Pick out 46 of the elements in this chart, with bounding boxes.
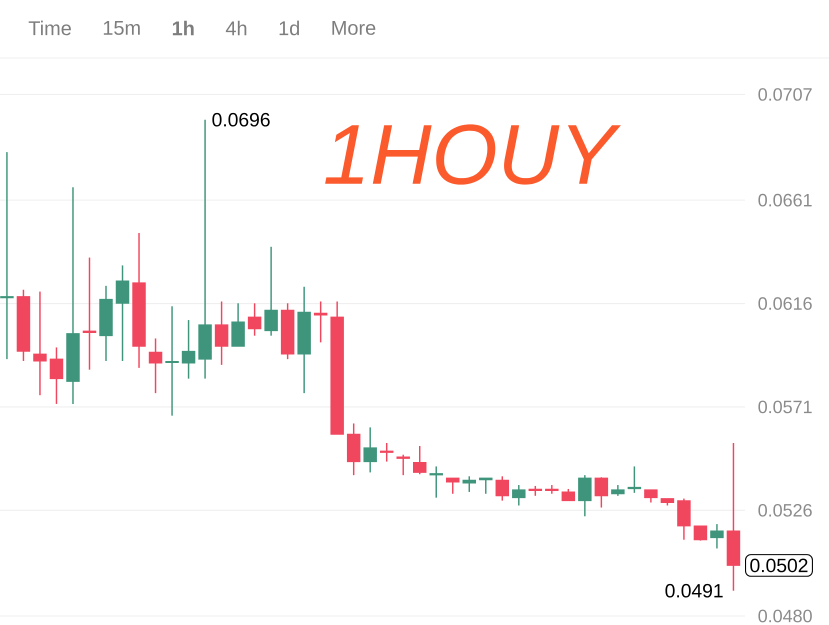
text: 4h bbox=[226, 20, 246, 36]
candlestick bbox=[314, 300, 328, 344]
y-tick-label: 0.0480 bbox=[758, 610, 812, 622]
y-tick-label: 0.0526 bbox=[758, 504, 812, 517]
y-tick-label: 0.0707 bbox=[758, 88, 812, 101]
candlestick bbox=[710, 523, 724, 550]
candlestick bbox=[578, 474, 592, 518]
candlestick bbox=[694, 525, 708, 542]
candlestick bbox=[479, 477, 493, 494]
candlestick bbox=[264, 246, 278, 336]
candlestick bbox=[363, 426, 377, 474]
candlestick bbox=[562, 488, 576, 502]
candlestick bbox=[446, 477, 460, 494]
candlestick bbox=[165, 306, 179, 416]
candlestick bbox=[396, 454, 410, 476]
annotation: 0.0491 bbox=[665, 584, 723, 598]
candlestick bbox=[462, 476, 476, 493]
candlestick bbox=[116, 264, 130, 362]
candlestick bbox=[611, 484, 625, 497]
candlestick bbox=[0, 151, 14, 360]
y-tick-label: 0.0571 bbox=[758, 400, 812, 414]
y-tick-label: 0.0661 bbox=[758, 194, 812, 206]
candlestick bbox=[594, 476, 608, 508]
candlestick bbox=[148, 338, 162, 394]
candlestick bbox=[644, 489, 658, 504]
annotation: 0.0696 bbox=[212, 112, 270, 127]
y-tick-label: 0.0616 bbox=[758, 297, 812, 310]
text: Time bbox=[28, 20, 71, 36]
text: 15m bbox=[104, 21, 140, 35]
text: More bbox=[332, 21, 376, 35]
candlestick bbox=[182, 319, 196, 380]
candlestick bbox=[214, 300, 228, 366]
candlestick bbox=[412, 445, 426, 475]
candlestick bbox=[380, 442, 394, 462]
candlestick bbox=[496, 476, 510, 502]
candlestick bbox=[33, 290, 47, 396]
text: 1h bbox=[172, 20, 194, 36]
candlestick bbox=[528, 485, 542, 497]
candlestick bbox=[50, 346, 64, 405]
text: 0.0502 bbox=[750, 558, 808, 572]
candlestick bbox=[512, 484, 526, 506]
candlestick bbox=[430, 466, 443, 498]
candlestick bbox=[248, 302, 262, 336]
text: 1d bbox=[280, 20, 299, 36]
candlestick bbox=[82, 256, 96, 370]
annotation: 1HOUY bbox=[325, 124, 621, 185]
